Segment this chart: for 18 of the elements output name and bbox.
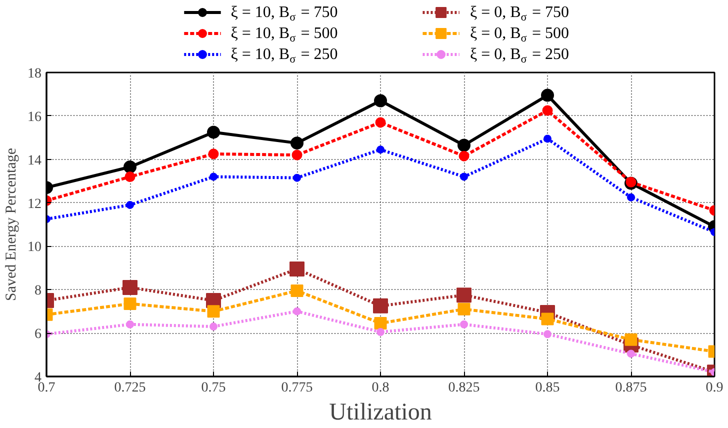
y-tick-label: 18 (28, 66, 42, 82)
x-tick-label: 0.75 (201, 380, 226, 396)
x-tick-label: 0.9 (706, 380, 724, 396)
y-tick-label: 12 (28, 196, 42, 212)
x-axis-title: Utilization (329, 400, 432, 426)
y-tick-label: 6 (34, 327, 42, 342)
x-tick-label: 0.725 (114, 380, 146, 396)
y-axis-title: Saved Energy Percentage (4, 148, 20, 301)
x-tick-label: 0.8 (372, 380, 390, 396)
x-tick-label: 0.875 (615, 380, 647, 396)
x-tick-label: 0.825 (448, 380, 480, 396)
y-tick-label: 10 (28, 240, 42, 256)
x-tick-label: 0.85 (535, 380, 560, 396)
x-tick-label: 0.775 (281, 380, 313, 396)
y-tick-label: 14 (28, 153, 42, 168)
x-tick-label: 0.7 (38, 380, 56, 396)
y-tick-label: 16 (28, 110, 42, 125)
y-tick-label: 8 (34, 284, 42, 299)
